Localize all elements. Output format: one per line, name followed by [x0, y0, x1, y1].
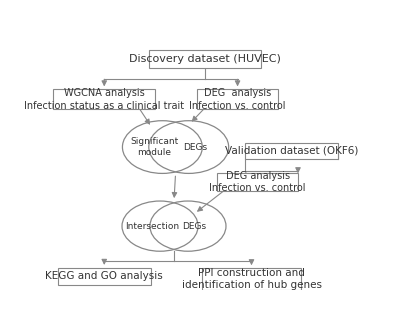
Text: KEGG and GO analysis: KEGG and GO analysis — [45, 271, 163, 281]
FancyBboxPatch shape — [202, 268, 301, 289]
Text: DEG analysis
Infection vs. control: DEG analysis Infection vs. control — [210, 171, 306, 193]
Text: PPI construction and
identification of hub genes: PPI construction and identification of h… — [182, 268, 322, 290]
Text: Significant
module: Significant module — [130, 137, 179, 157]
FancyBboxPatch shape — [53, 89, 155, 110]
Text: Validation dataset (OKF6): Validation dataset (OKF6) — [225, 146, 358, 156]
FancyBboxPatch shape — [218, 173, 298, 191]
FancyBboxPatch shape — [245, 143, 338, 159]
FancyBboxPatch shape — [197, 89, 278, 110]
Text: DEGs: DEGs — [182, 222, 206, 230]
Text: WGCNA analysis
Infection status as a clinical trait: WGCNA analysis Infection status as a cli… — [24, 88, 184, 111]
Text: Intersection: Intersection — [125, 222, 179, 230]
FancyBboxPatch shape — [58, 268, 151, 285]
Text: DEG  analysis
Infection vs. control: DEG analysis Infection vs. control — [189, 88, 286, 111]
Text: Discovery dataset (HUVEC): Discovery dataset (HUVEC) — [129, 54, 281, 64]
FancyBboxPatch shape — [149, 51, 261, 68]
Text: DEGs: DEGs — [183, 142, 207, 152]
